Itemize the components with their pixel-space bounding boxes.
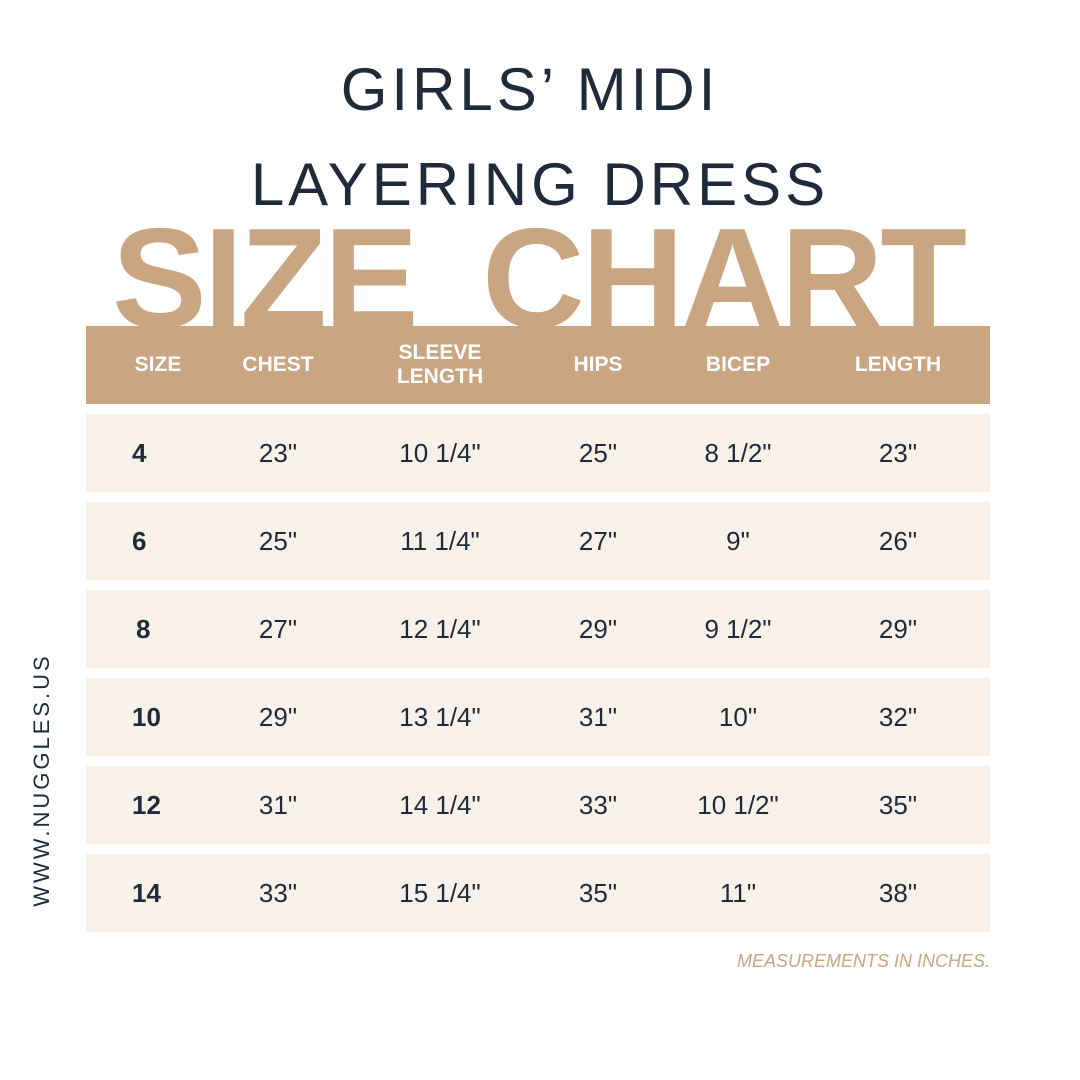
measurement-cell: 27" bbox=[258, 613, 298, 644]
measurement-cell: 29" bbox=[878, 613, 918, 644]
measurement-note: MEASUREMENTS IN INCHES. bbox=[736, 951, 990, 971]
column-header: HIPS bbox=[573, 353, 623, 376]
measurement-cell: 13 1/4" bbox=[399, 701, 481, 732]
measurement-cell: 23" bbox=[878, 437, 918, 468]
measurement-cell: 31" bbox=[578, 701, 618, 732]
measurement-cell: 31" bbox=[258, 789, 298, 820]
table-row: 12 31" 14 1/4" 33" 10 1/2" 35" bbox=[86, 766, 990, 844]
size-cell: 4 bbox=[132, 437, 147, 468]
title-line-2: LAYERING DRESS bbox=[250, 151, 830, 218]
table-row: 10 29" 13 1/4" 31" 10" 32" bbox=[86, 678, 990, 756]
measurement-cell: 33" bbox=[578, 789, 618, 820]
table-row: 8 27" 12 1/4" 29" 9 1/2" 29" bbox=[86, 590, 990, 668]
measurement-cell: 25" bbox=[258, 525, 298, 556]
measurement-cell: 35" bbox=[878, 789, 918, 820]
column-header: SIZE bbox=[134, 353, 182, 376]
title-line-1: GIRLS’ MIDI bbox=[340, 56, 720, 123]
measurement-cell: 25" bbox=[578, 437, 618, 468]
measurement-cell: 26" bbox=[878, 525, 918, 556]
measurement-cell: 35" bbox=[578, 877, 618, 908]
measurement-cell: 38" bbox=[878, 877, 918, 908]
column-header: BICEP bbox=[705, 353, 771, 376]
measurement-cell: 23" bbox=[258, 437, 298, 468]
size-cell: 6 bbox=[132, 525, 147, 556]
measurement-cell: 8 1/2" bbox=[704, 437, 772, 468]
measurement-cell: 9" bbox=[726, 525, 750, 556]
measurement-cell: 14 1/4" bbox=[399, 789, 481, 820]
measurement-cell: 29" bbox=[258, 701, 298, 732]
measurement-cell: 12 1/4" bbox=[399, 613, 481, 644]
column-header: CHEST bbox=[242, 353, 314, 376]
size-cell: 14 bbox=[132, 877, 161, 908]
measurement-cell: 29" bbox=[578, 613, 618, 644]
table-row: 14 33" 15 1/4" 35" 11" 38" bbox=[86, 854, 990, 932]
column-header: LENGTH bbox=[854, 353, 942, 376]
measurement-cell: 10 1/4" bbox=[399, 437, 481, 468]
measurement-cell: 11" bbox=[719, 877, 757, 908]
size-cell: 8 bbox=[136, 613, 151, 644]
size-cell: 12 bbox=[132, 789, 161, 820]
size-cell: 10 bbox=[132, 701, 161, 732]
table-header: SIZE CHEST SLEEVE LENGTH HIPS BICEP LENGTH bbox=[86, 326, 990, 404]
measurement-cell: 9 1/2" bbox=[704, 613, 772, 644]
measurement-cell: 27" bbox=[578, 525, 618, 556]
measurement-cell: 32" bbox=[878, 701, 918, 732]
measurement-cell: 10 1/2" bbox=[697, 789, 779, 820]
size-chart-banner: SIZE CHART bbox=[112, 199, 967, 358]
table-row: 6 25" 11 1/4" 27" 9" 26" bbox=[86, 502, 990, 580]
website-url: WWW.NUGGLES.US bbox=[29, 653, 54, 907]
measurement-cell: 33" bbox=[258, 877, 298, 908]
table-row: 4 23" 10 1/4" 25" 8 1/2" 23" bbox=[86, 414, 990, 492]
measurement-cell: 11 1/4" bbox=[400, 525, 480, 556]
column-header: SLEEVE LENGTH bbox=[396, 341, 484, 388]
measurement-cell: 10" bbox=[718, 701, 758, 732]
measurement-cell: 15 1/4" bbox=[399, 877, 481, 908]
